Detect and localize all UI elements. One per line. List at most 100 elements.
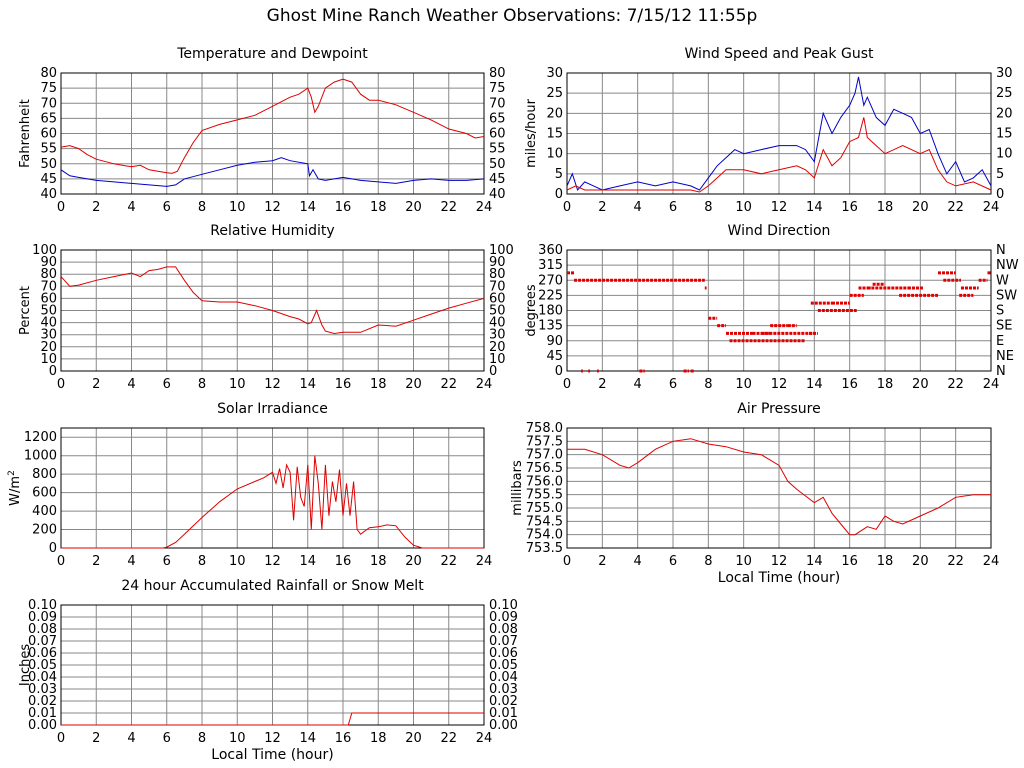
y-right-tick-label: 0.05 — [489, 658, 518, 673]
y-right-tick-label: 0.08 — [489, 622, 518, 637]
x-axis-label: Local Time (hour) — [211, 747, 333, 763]
y-tick-label: 135 — [538, 319, 563, 334]
y-tick-label: 757.0 — [526, 448, 563, 463]
x-tick-label: 22 — [440, 200, 457, 215]
y-tick-label: 100 — [32, 243, 57, 258]
y-tick-label: 10 — [40, 352, 57, 367]
x-tick-label: 0 — [57, 377, 65, 392]
y-right-tick-label: 10 — [996, 147, 1013, 162]
x-tick-label: 4 — [127, 200, 135, 215]
x-tick-label: 24 — [476, 200, 493, 215]
x-tick-label: 24 — [476, 554, 493, 569]
chart-title: Solar Irradiance — [217, 401, 328, 417]
x-tick-label: 0 — [563, 377, 571, 392]
x-tick-label: 20 — [405, 200, 422, 215]
y-tick-label: 0.01 — [28, 706, 57, 721]
y-tick-label: 757.5 — [526, 434, 563, 449]
x-tick-label: 4 — [127, 554, 135, 569]
y-tick-label: 0.07 — [28, 634, 57, 649]
x-tick-label: 16 — [335, 377, 352, 392]
x-tick-label: 12 — [264, 200, 281, 215]
chart-title: Wind Direction — [728, 223, 831, 239]
x-tick-label: 0 — [57, 731, 65, 746]
y-right-tick-label: 60 — [489, 127, 506, 142]
y-right-tick-label: 0.06 — [489, 646, 518, 661]
x-tick-label: 6 — [163, 377, 171, 392]
x-tick-label: 18 — [877, 200, 894, 215]
y-tick-label: 90 — [40, 255, 57, 270]
x-tick-label: 18 — [370, 377, 387, 392]
y-tick-label: 75 — [40, 81, 57, 96]
y-tick-label: 400 — [32, 504, 57, 519]
y-tick-label: 1000 — [24, 449, 57, 464]
y-tick-label: 270 — [538, 273, 563, 288]
x-tick-label: 8 — [198, 554, 206, 569]
plot-frame — [60, 249, 485, 372]
y-tick-label: 600 — [32, 486, 57, 501]
y-right-tick-label: 90 — [489, 255, 506, 270]
x-tick-label: 2 — [598, 554, 606, 569]
y-tick-label: 755.0 — [526, 501, 563, 516]
x-tick-label: 2 — [598, 377, 606, 392]
y-right-tick-label: 70 — [489, 96, 506, 111]
x-tick-label: 22 — [947, 554, 964, 569]
y-tick-label: 45 — [40, 172, 57, 187]
x-tick-label: 22 — [440, 377, 457, 392]
y-right-tick-label: 0.02 — [489, 694, 518, 709]
x-tick-label: 24 — [476, 731, 493, 746]
x-tick-label: 4 — [634, 554, 642, 569]
y-right-tick-label: 80 — [489, 66, 506, 81]
x-tick-label: 12 — [771, 377, 788, 392]
y-right-tick-label: 25 — [996, 86, 1013, 101]
y-right-tick-label: 0 — [996, 187, 1004, 202]
y-tick-label: 754.0 — [526, 528, 563, 543]
x-tick-label: 16 — [841, 377, 858, 392]
x-tick-label: 22 — [947, 377, 964, 392]
x-tick-label: 14 — [299, 377, 316, 392]
y-tick-label: 80 — [40, 267, 57, 282]
x-tick-label: 18 — [370, 731, 387, 746]
y-tick-label: 0 — [49, 364, 57, 379]
x-tick-label: 20 — [912, 200, 929, 215]
x-axis-label: Local Time (hour) — [718, 570, 840, 586]
y-tick-label: 0.05 — [28, 658, 57, 673]
y-tick-label: 0 — [555, 187, 563, 202]
x-tick-label: 6 — [669, 377, 677, 392]
y-tick-label: 800 — [32, 467, 57, 482]
x-tick-label: 22 — [440, 554, 457, 569]
x-tick-label: 14 — [806, 377, 823, 392]
y-tick-label: 50 — [40, 157, 57, 172]
x-tick-label: 6 — [669, 200, 677, 215]
y-axis-label: Fahrenheit — [18, 99, 33, 168]
y-tick-label: 25 — [546, 86, 563, 101]
y-tick-label: 225 — [538, 288, 563, 303]
y-tick-label: 45 — [546, 349, 563, 364]
x-tick-label: 14 — [299, 554, 316, 569]
y-tick-label: 0.00 — [28, 718, 57, 733]
x-tick-label: 10 — [229, 200, 246, 215]
x-tick-label: 2 — [92, 731, 100, 746]
x-tick-label: 22 — [947, 200, 964, 215]
x-tick-label: 20 — [405, 377, 422, 392]
x-tick-label: 14 — [299, 200, 316, 215]
y-tick-label: 70 — [40, 96, 57, 111]
y-tick-label: 80 — [40, 66, 57, 81]
x-tick-label: 4 — [634, 200, 642, 215]
series-line-2 — [566, 117, 992, 193]
x-tick-label: 18 — [877, 377, 894, 392]
x-tick-label: 20 — [912, 377, 929, 392]
x-tick-label: 14 — [299, 731, 316, 746]
y-tick-label: 40 — [40, 187, 57, 202]
y-tick-label: 0.09 — [28, 610, 57, 625]
y-tick-label: 55 — [40, 142, 57, 157]
x-tick-label: 24 — [983, 554, 1000, 569]
x-tick-label: 24 — [983, 377, 1000, 392]
y-right-tick-label: 20 — [996, 106, 1013, 121]
y-right-tick-label: 100 — [489, 243, 514, 258]
x-tick-label: 0 — [563, 554, 571, 569]
y-right-tick-label: 0 — [489, 364, 497, 379]
y-axis-label-sup: 2 — [7, 470, 17, 476]
y-tick-label: 1200 — [24, 430, 57, 445]
